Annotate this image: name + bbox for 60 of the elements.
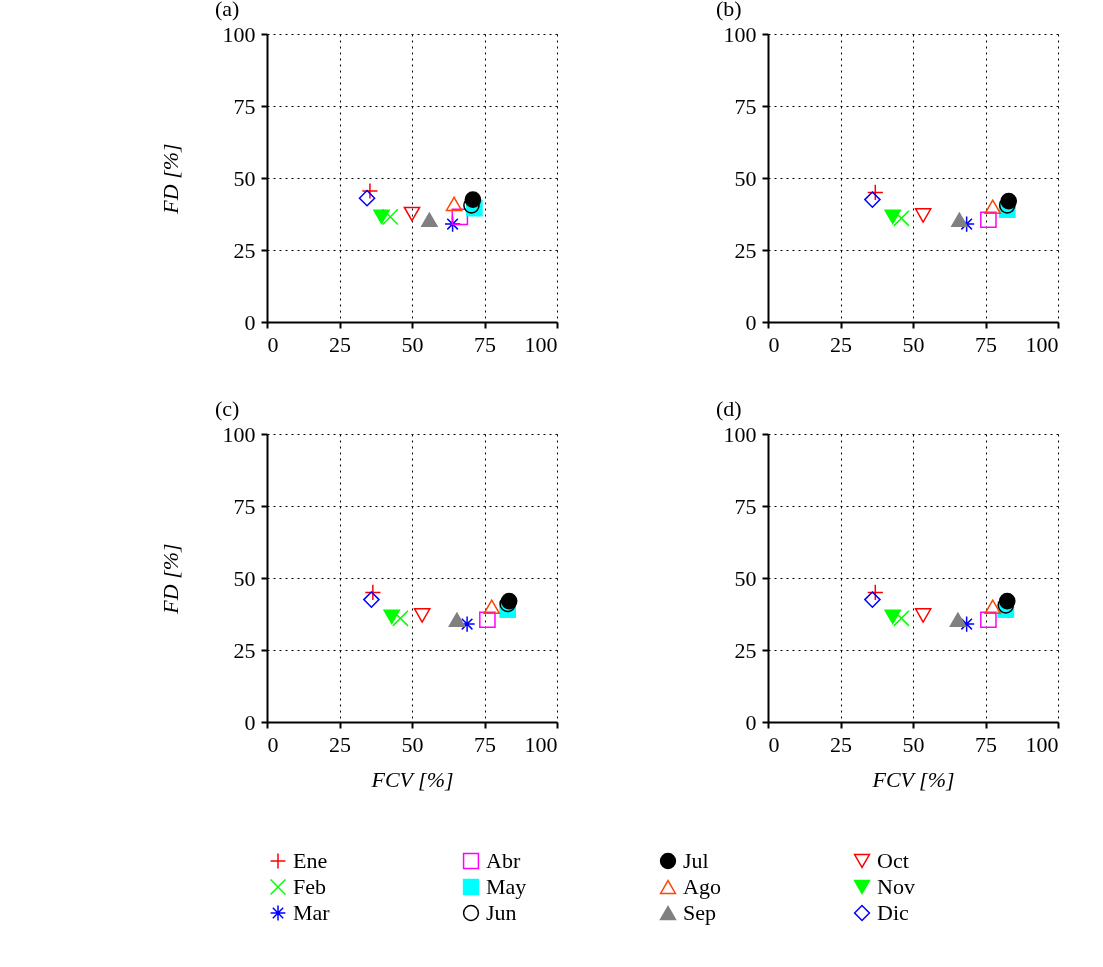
y-tick-label: 50	[233, 565, 256, 591]
y-tick-label: 100	[222, 421, 256, 447]
y-tick-label: 75	[734, 493, 757, 519]
x-tick-label: 50	[902, 331, 925, 357]
legend-label: Mar	[293, 900, 331, 925]
y-tick-label: 0	[244, 309, 256, 335]
legend-label: May	[486, 874, 527, 899]
y-tick-label: 75	[734, 93, 757, 119]
x-tick-label: 100	[524, 331, 558, 357]
y-tick-label: 0	[745, 309, 757, 335]
y-tick-label: 100	[222, 21, 256, 47]
x-axis-title: FCV [%]	[370, 766, 454, 792]
x-tick-label: 0	[768, 731, 780, 757]
legend-label: Dic	[877, 900, 909, 925]
x-tick-label: 75	[975, 331, 997, 357]
y-tick-label: 50	[233, 165, 256, 191]
x-tick-label: 25	[830, 731, 852, 757]
legend-label: Oct	[877, 848, 909, 873]
legend-label: Sep	[683, 900, 716, 925]
y-tick-label: 100	[723, 21, 757, 47]
y-tick-label: 25	[734, 637, 757, 663]
y-tick-label: 75	[233, 93, 256, 119]
x-tick-label: 75	[975, 731, 997, 757]
y-tick-label: 75	[233, 493, 256, 519]
x-tick-label: 100	[1025, 331, 1059, 357]
legend-label: Nov	[877, 874, 915, 899]
legend-label: Jun	[486, 900, 517, 925]
x-tick-label: 0	[267, 331, 279, 357]
chart-title: (b)	[716, 0, 742, 21]
legend-label: Abr	[486, 848, 521, 873]
y-axis-title: FD [%]	[157, 543, 183, 615]
x-tick-label: 50	[401, 331, 424, 357]
y-tick-label: 100	[723, 421, 757, 447]
y-tick-label: 25	[734, 237, 757, 263]
chart-title: (c)	[215, 396, 240, 421]
y-tick-label: 50	[734, 565, 757, 591]
x-tick-label: 25	[329, 331, 351, 357]
x-tick-label: 100	[524, 731, 558, 757]
x-axis-title: FCV [%]	[871, 766, 955, 792]
y-axis-title: FD [%]	[157, 143, 183, 215]
y-tick-label: 0	[244, 709, 256, 735]
y-tick-label: 0	[745, 709, 757, 735]
chart-title: (d)	[716, 396, 742, 421]
x-tick-label: 75	[474, 331, 496, 357]
x-tick-label: 25	[329, 731, 351, 757]
y-tick-label: 25	[233, 237, 256, 263]
legend-label: Ago	[683, 874, 721, 899]
chart-title: (a)	[215, 0, 240, 21]
y-tick-label: 50	[734, 165, 757, 191]
x-tick-label: 50	[401, 731, 424, 757]
y-tick-label: 25	[233, 637, 256, 663]
legend-label: Ene	[293, 848, 328, 873]
legend-label: Feb	[293, 874, 326, 899]
x-tick-label: 100	[1025, 731, 1059, 757]
x-tick-label: 0	[267, 731, 279, 757]
legend-label: Jul	[683, 848, 709, 873]
x-tick-label: 50	[902, 731, 925, 757]
x-tick-label: 25	[830, 331, 852, 357]
x-tick-label: 0	[768, 331, 780, 357]
x-tick-label: 75	[474, 731, 496, 757]
